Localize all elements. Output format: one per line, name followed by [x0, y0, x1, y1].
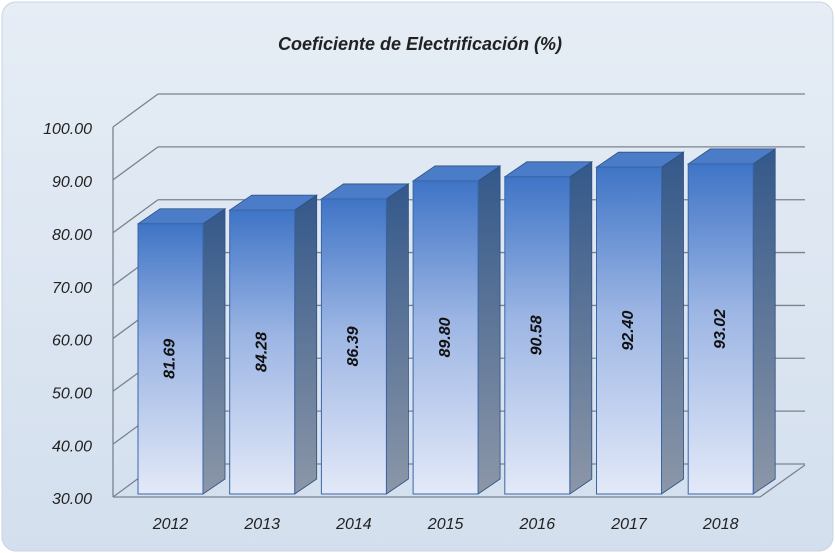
bar-front — [412, 180, 479, 495]
bar — [503, 161, 594, 495]
bar-side — [477, 165, 501, 495]
x-tick-label: 2015 — [427, 516, 464, 533]
bar-side — [202, 208, 226, 495]
x-tick-label: 2018 — [702, 516, 739, 533]
bar-side — [661, 151, 684, 495]
x-tick-label: 2013 — [243, 516, 280, 533]
value-label: 93.02 — [712, 309, 729, 349]
y-tick-label: 90.00 — [52, 174, 92, 191]
x-tick-label: 2016 — [519, 516, 556, 533]
bar — [686, 148, 777, 495]
x-tick-label: 2014 — [335, 516, 372, 533]
value-label: 92.40 — [620, 310, 637, 350]
bar — [595, 151, 685, 495]
value-label: 81.69 — [162, 339, 179, 379]
bar — [320, 183, 410, 495]
bar-side — [294, 194, 318, 495]
y-tick-label: 60.00 — [52, 333, 92, 350]
value-label: 90.58 — [529, 315, 546, 355]
bar — [411, 165, 502, 495]
bar — [136, 208, 227, 495]
y-tick-label: 80.00 — [52, 227, 92, 244]
bar — [228, 194, 318, 495]
bar-front — [687, 163, 754, 495]
bar-side — [385, 183, 409, 495]
y-tick-label: 30.00 — [52, 491, 92, 508]
floor-edge — [113, 464, 806, 498]
x-tick-label: 2012 — [152, 516, 189, 533]
y-tick-label: 50.00 — [52, 386, 92, 403]
axes-frame — [112, 127, 806, 498]
value-label: 89.80 — [437, 317, 454, 357]
grid-diagonal — [112, 93, 159, 128]
bar-front — [137, 223, 204, 495]
value-label: 84.28 — [253, 332, 270, 372]
bar-side — [752, 148, 776, 495]
grid-diagonal — [112, 146, 159, 181]
bar-front — [229, 209, 296, 495]
bar-front — [596, 166, 662, 495]
y-tick-label: 40.00 — [52, 438, 92, 455]
bar-front — [504, 176, 571, 495]
chart-title: Coeficiente de Electrificación (%) — [278, 34, 562, 54]
x-tick-label: 2017 — [610, 516, 648, 533]
bar-side — [569, 161, 593, 495]
y-tick-label: 70.00 — [52, 280, 92, 297]
grid-diagonal — [112, 199, 159, 234]
bar-front — [320, 198, 387, 495]
value-label: 86.39 — [345, 326, 362, 366]
y-tick-label: 100.00 — [43, 121, 92, 138]
